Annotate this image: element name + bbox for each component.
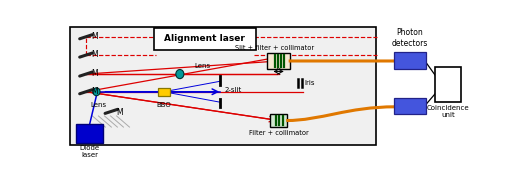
Ellipse shape bbox=[93, 88, 100, 96]
Text: M: M bbox=[91, 50, 98, 59]
Text: Diode
laser: Diode laser bbox=[80, 145, 100, 158]
Text: 2-slit: 2-slit bbox=[224, 87, 241, 94]
FancyBboxPatch shape bbox=[267, 53, 290, 69]
Text: M: M bbox=[91, 69, 98, 78]
FancyBboxPatch shape bbox=[158, 88, 170, 96]
Ellipse shape bbox=[176, 70, 184, 79]
Text: Iris: Iris bbox=[305, 80, 315, 86]
Text: Alignment laser: Alignment laser bbox=[164, 35, 245, 44]
Text: Filter + collimator: Filter + collimator bbox=[249, 130, 308, 136]
FancyBboxPatch shape bbox=[76, 124, 103, 143]
Text: Lens: Lens bbox=[90, 101, 106, 108]
Text: M: M bbox=[91, 87, 98, 96]
FancyBboxPatch shape bbox=[394, 98, 426, 114]
FancyBboxPatch shape bbox=[435, 67, 461, 102]
FancyBboxPatch shape bbox=[154, 28, 256, 50]
FancyBboxPatch shape bbox=[394, 52, 426, 69]
Text: Photon
detectors: Photon detectors bbox=[392, 29, 428, 48]
Text: Lens: Lens bbox=[194, 63, 210, 69]
Text: Slit + filter + collimator: Slit + filter + collimator bbox=[235, 45, 314, 50]
Text: M: M bbox=[116, 108, 123, 117]
Text: M: M bbox=[91, 32, 98, 41]
Text: BBO: BBO bbox=[157, 101, 171, 108]
FancyBboxPatch shape bbox=[270, 114, 288, 127]
Text: Coincidence
unit: Coincidence unit bbox=[426, 105, 469, 118]
FancyBboxPatch shape bbox=[70, 27, 376, 145]
